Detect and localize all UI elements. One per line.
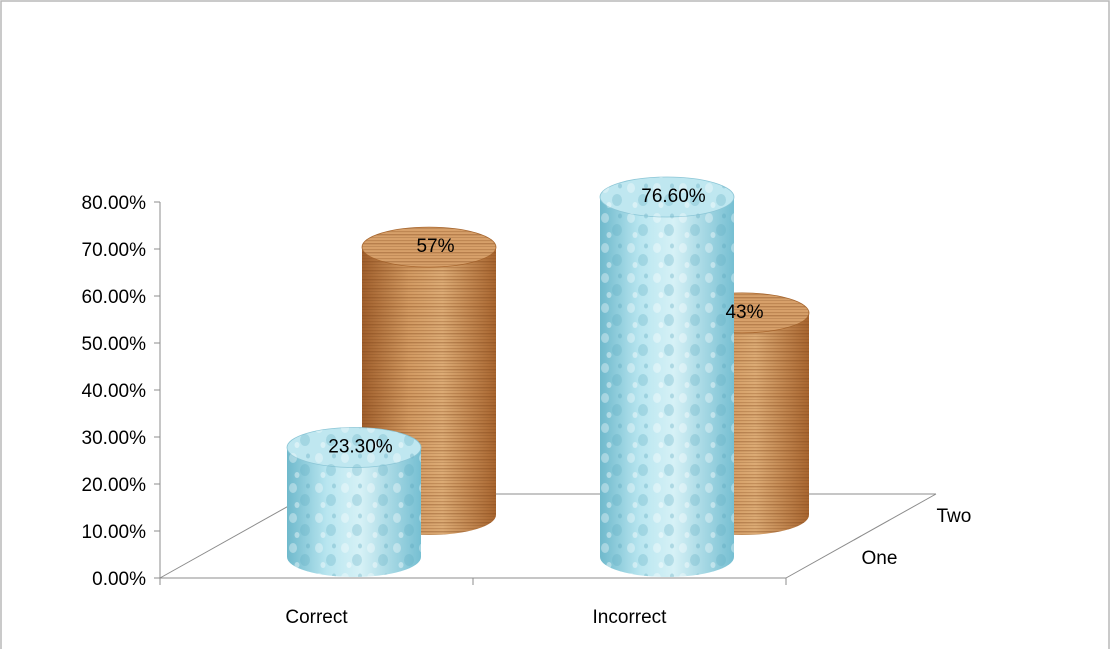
data-label: 76.60% — [641, 186, 706, 207]
x-category-label: Incorrect — [593, 607, 668, 628]
y-tick-label: 70.00% — [82, 240, 147, 261]
label-layer: 0.00% 10.00% 20.00% 30.00% 40.00% 50.00% 60.00… — [82, 186, 972, 628]
data-label: 23.30% — [328, 436, 393, 457]
depth-category-label: Two — [937, 506, 972, 527]
y-tick-label: 40.00% — [82, 381, 147, 402]
floor-left-edge — [159, 493, 311, 579]
y-tick-label: 20.00% — [82, 475, 147, 496]
cylinder-top-texture — [600, 176, 734, 217]
x-category-label: Correct — [285, 607, 348, 628]
data-label: 43% — [725, 302, 763, 323]
y-tick-label: 80.00% — [82, 193, 147, 214]
cylinder-bar-one — [286, 427, 422, 577]
cylinder-top-texture — [287, 427, 421, 468]
cylinder-texture — [287, 447, 421, 577]
cylinder-bar-one — [599, 176, 735, 578]
cylinder-texture — [600, 196, 734, 578]
y-tick-label: 10.00% — [82, 522, 147, 543]
y-tick-label: 30.00% — [82, 428, 147, 449]
depth-tick — [853, 535, 862, 541]
cylinder-top-texture — [362, 227, 496, 268]
y-tick-label: 50.00% — [82, 334, 147, 355]
y-tick-label: 0.00% — [92, 569, 146, 590]
y-tick-label: 60.00% — [82, 287, 147, 308]
depth-category-label: One — [862, 548, 898, 569]
data-label: 57% — [416, 236, 454, 257]
